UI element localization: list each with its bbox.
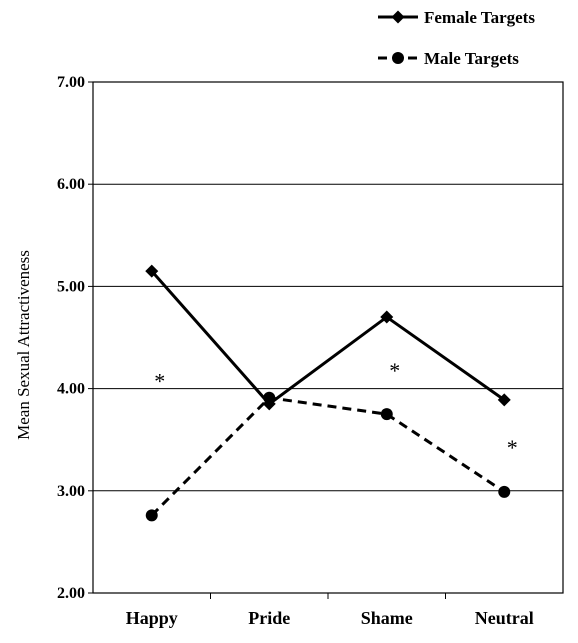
- axes: 2.00 3.00 4.00 5.00 6.00 7.00 Happy Pride Shame N…: [57, 74, 564, 628]
- legend: Female Targets Male Targets: [378, 8, 535, 68]
- x-tick-label: Pride: [248, 608, 290, 628]
- gridlines: [93, 183, 563, 492]
- legend-label: Female Targets: [424, 8, 535, 27]
- series-lines: [145, 264, 511, 522]
- data-point-diamond: [380, 310, 394, 324]
- series-line-female-targets: [150, 270, 506, 406]
- data-point-circle: [263, 391, 276, 404]
- legend-marker-diamond: [391, 10, 405, 24]
- y-axis-label: Mean Sexual Attractiveness: [14, 250, 33, 440]
- significance-asterisk: *: [507, 435, 518, 460]
- y-tick-label: 5.00: [57, 278, 85, 295]
- y-tick-label: 4.00: [57, 381, 85, 398]
- y-tick-label: 7.00: [57, 74, 85, 91]
- y-tick-label: 2.00: [57, 585, 85, 602]
- data-point-circle: [145, 509, 158, 522]
- x-tick-label: Shame: [361, 608, 413, 628]
- significance-asterisk: *: [389, 358, 400, 383]
- annotations: * * *: [154, 358, 518, 460]
- data-point-circle: [498, 485, 511, 498]
- y-tick-label: 3.00: [57, 483, 85, 500]
- data-point-diamond: [145, 264, 159, 278]
- series-line-male-targets: [150, 396, 506, 517]
- data-point-circle: [380, 408, 393, 421]
- legend-marker-circle: [392, 52, 404, 64]
- x-tick-label: Happy: [126, 608, 178, 628]
- data-point-diamond: [497, 393, 511, 407]
- x-tick-label: Neutral: [475, 608, 534, 628]
- significance-asterisk: *: [154, 368, 165, 393]
- legend-label: Male Targets: [424, 49, 519, 68]
- plot-frame: [92, 81, 564, 594]
- y-tick-label: 6.00: [57, 176, 85, 193]
